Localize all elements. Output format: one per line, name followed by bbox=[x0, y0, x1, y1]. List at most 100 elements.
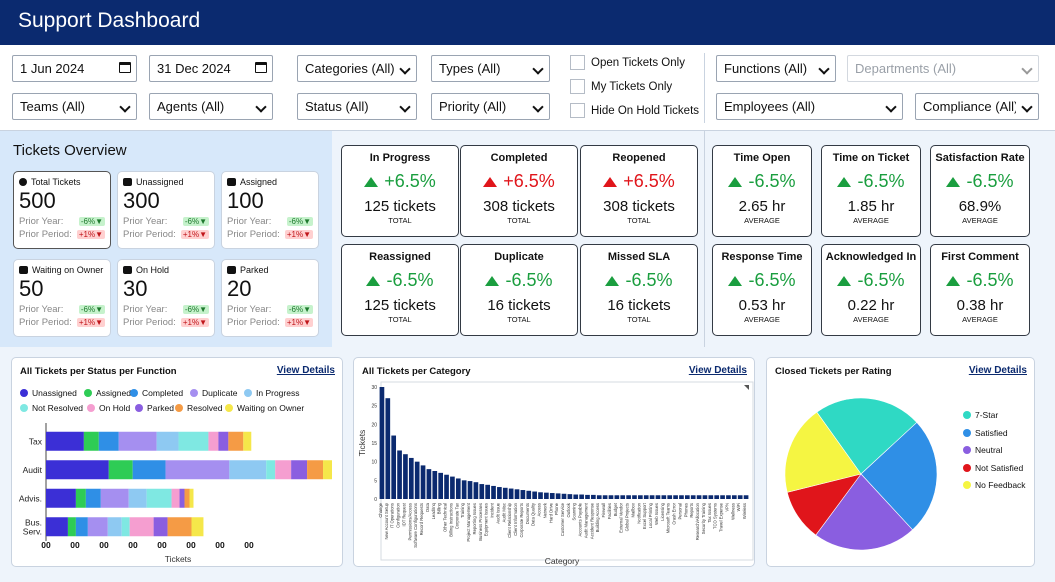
category-bar[interactable] bbox=[714, 495, 720, 499]
expand-icon[interactable] bbox=[744, 385, 749, 390]
bar-segment[interactable] bbox=[191, 517, 204, 537]
category-bar[interactable] bbox=[573, 494, 579, 499]
bar-segment[interactable] bbox=[266, 460, 276, 480]
view-details-link[interactable]: View Details bbox=[968, 365, 1027, 376]
bar-segment[interactable] bbox=[46, 517, 68, 537]
bar-segment[interactable] bbox=[167, 517, 192, 537]
category-bar[interactable] bbox=[720, 495, 725, 499]
bar-segment[interactable] bbox=[189, 488, 194, 508]
category-bar[interactable] bbox=[514, 489, 520, 499]
category-bar[interactable] bbox=[397, 450, 402, 499]
overview-card[interactable]: Waiting on Owner 50 Prior Year: -6%▼ Prior P… bbox=[13, 259, 111, 337]
bar-segment[interactable] bbox=[146, 488, 172, 508]
category-bar[interactable] bbox=[420, 465, 426, 499]
bar-segment[interactable] bbox=[132, 460, 166, 480]
category-bar[interactable] bbox=[673, 495, 678, 499]
category-bar[interactable] bbox=[526, 490, 532, 499]
bar-segment[interactable] bbox=[291, 460, 308, 480]
categories-dropdown[interactable]: Categories (All) bbox=[297, 55, 417, 82]
bar-segment[interactable] bbox=[98, 431, 119, 451]
bar-segment[interactable] bbox=[46, 431, 84, 451]
overview-card[interactable]: Parked 20 Prior Year: -6%▼ Prior Period: +1%▼ bbox=[221, 259, 319, 337]
bar-segment[interactable] bbox=[228, 431, 244, 451]
kpi-card[interactable]: Time on Ticket -6.5% 1.85 hr AVERAGE bbox=[821, 145, 921, 237]
overview-card[interactable]: On Hold 30 Prior Year: -6%▼ Prior Period: +1%… bbox=[117, 259, 215, 337]
bar-segment[interactable] bbox=[178, 431, 209, 451]
calendar-icon[interactable] bbox=[250, 61, 272, 76]
category-bar[interactable] bbox=[737, 495, 743, 499]
category-bar[interactable] bbox=[385, 398, 391, 499]
bar-segment[interactable] bbox=[156, 431, 179, 451]
category-bar[interactable] bbox=[585, 494, 590, 499]
category-bar[interactable] bbox=[467, 481, 473, 499]
category-bar[interactable] bbox=[432, 471, 438, 499]
kpi-card[interactable]: Time Open -6.5% 2.65 hr AVERAGE bbox=[712, 145, 812, 237]
kpi-card[interactable]: First Comment -6.5% 0.38 hr AVERAGE bbox=[930, 244, 1030, 336]
bar-segment[interactable] bbox=[85, 488, 101, 508]
category-bar[interactable] bbox=[655, 495, 661, 499]
category-bar[interactable] bbox=[491, 485, 496, 499]
kpi-card[interactable]: Missed SLA -6.5% 16 tickets TOTAL bbox=[580, 244, 698, 336]
view-details-link[interactable]: View Details bbox=[688, 365, 747, 376]
employees-dropdown[interactable]: Employees (All) bbox=[716, 93, 903, 120]
view-details-link[interactable]: View Details bbox=[276, 365, 335, 376]
category-bar[interactable] bbox=[561, 493, 567, 499]
category-bar[interactable] bbox=[502, 487, 508, 499]
bar-segment[interactable] bbox=[243, 431, 252, 451]
category-bar[interactable] bbox=[690, 495, 696, 499]
compliance-dropdown[interactable]: Compliance (All) bbox=[915, 93, 1039, 120]
bar-segment[interactable] bbox=[67, 517, 76, 537]
open-tickets-only-checkbox[interactable]: Open Tickets Only bbox=[570, 55, 685, 70]
category-bar[interactable] bbox=[620, 495, 626, 499]
kpi-card[interactable]: Duplicate -6.5% 16 tickets TOTAL bbox=[460, 244, 578, 336]
category-bar[interactable] bbox=[608, 495, 614, 499]
category-bar[interactable] bbox=[726, 495, 731, 499]
category-bar[interactable] bbox=[450, 476, 455, 499]
agents-dropdown[interactable]: Agents (All) bbox=[149, 93, 273, 120]
category-bar[interactable] bbox=[473, 482, 479, 499]
category-bar[interactable] bbox=[567, 494, 573, 499]
category-bar[interactable] bbox=[391, 435, 397, 499]
bar-segment[interactable] bbox=[229, 460, 267, 480]
category-bar[interactable] bbox=[403, 454, 408, 499]
types-dropdown[interactable]: Types (All) bbox=[431, 55, 550, 82]
category-bar[interactable] bbox=[632, 495, 637, 499]
bar-segment[interactable] bbox=[107, 517, 122, 537]
category-bar[interactable] bbox=[579, 494, 584, 499]
pie-slice[interactable] bbox=[784, 411, 862, 493]
category-bar[interactable] bbox=[679, 495, 684, 499]
kpi-card[interactable]: Acknowledged In -6.5% 0.22 hr AVERAGE bbox=[821, 244, 921, 336]
overview-card[interactable]: Unassigned 300 Prior Year: -6%▼ Prior Period… bbox=[117, 171, 215, 249]
hide-on-hold-checkbox[interactable]: Hide On Hold Tickets bbox=[570, 103, 699, 118]
kpi-card[interactable]: Reopened +6.5% 308 tickets TOTAL bbox=[580, 145, 698, 237]
kpi-card[interactable]: Satisfaction Rate -6.5% 68.9% AVERAGE bbox=[930, 145, 1030, 237]
category-bar[interactable] bbox=[638, 495, 643, 499]
category-bar[interactable] bbox=[479, 484, 485, 499]
category-bar[interactable] bbox=[461, 480, 467, 499]
bar-segment[interactable] bbox=[108, 460, 133, 480]
category-bar[interactable] bbox=[544, 492, 549, 499]
category-bar[interactable] bbox=[743, 495, 749, 499]
category-bar[interactable] bbox=[438, 472, 444, 499]
category-bar[interactable] bbox=[684, 495, 690, 499]
bar-segment[interactable] bbox=[165, 460, 230, 480]
bar-segment[interactable] bbox=[218, 431, 229, 451]
category-bar[interactable] bbox=[614, 495, 620, 499]
bar-segment[interactable] bbox=[75, 517, 88, 537]
category-bar[interactable] bbox=[649, 495, 655, 499]
overview-card[interactable]: Assigned 100 Prior Year: -6%▼ Prior Period: +… bbox=[221, 171, 319, 249]
category-bar[interactable] bbox=[667, 495, 673, 499]
bar-segment[interactable] bbox=[46, 488, 76, 508]
category-bar[interactable] bbox=[508, 488, 514, 499]
category-bar[interactable] bbox=[708, 495, 714, 499]
bar-segment[interactable] bbox=[46, 460, 109, 480]
category-bar[interactable] bbox=[591, 494, 596, 499]
bar-segment[interactable] bbox=[100, 488, 129, 508]
kpi-card[interactable]: Completed +6.5% 308 tickets TOTAL bbox=[460, 145, 578, 237]
category-bar[interactable] bbox=[379, 387, 385, 499]
bar-segment[interactable] bbox=[307, 460, 324, 480]
start-date-picker[interactable]: 1 Jun 2024 bbox=[12, 55, 137, 82]
bar-segment[interactable] bbox=[129, 517, 154, 537]
bar-segment[interactable] bbox=[171, 488, 180, 508]
bar-segment[interactable] bbox=[75, 488, 86, 508]
